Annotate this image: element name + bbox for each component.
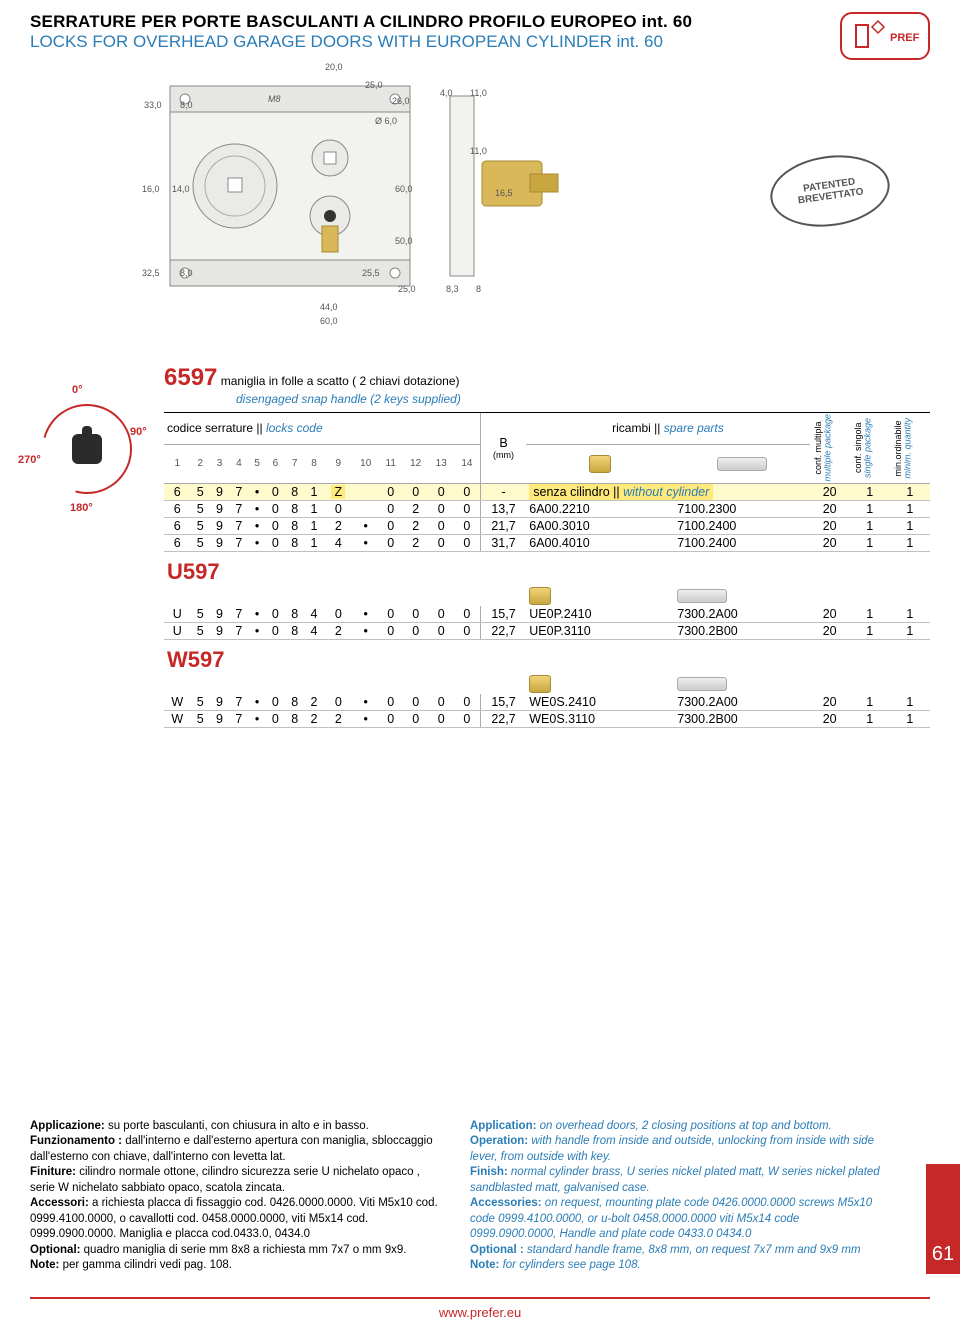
- patent-stamp: PATENTED BREVETTATO: [766, 148, 895, 234]
- technical-drawing: 20,0 25,0 33,0 8,0 M8 26,0 4,0 11,0 Ø 6,…: [150, 66, 890, 346]
- table-row: 6597•0814•020031,76A00.40107100.24002011: [164, 534, 930, 551]
- brand-logo: PREFER: [840, 12, 930, 60]
- description-english: Application: on overhead doors, 2 closin…: [470, 1119, 882, 1274]
- dim-label: 26,0: [392, 96, 410, 106]
- dim-label: 8,0: [180, 100, 193, 110]
- dim-label: 11,0: [470, 146, 487, 156]
- series-desc-it: maniglia in folle a scatto ( 2 chiavi do…: [221, 374, 460, 388]
- title-italian: SERRATURE PER PORTE BASCULANTI A CILINDR…: [30, 12, 840, 32]
- description-italian: Applicazione: su porte basculanti, con c…: [30, 1119, 442, 1274]
- section-w: W597: [167, 641, 927, 673]
- dim-label: 25,0: [398, 284, 416, 294]
- dim-label: 16,5: [495, 188, 513, 198]
- series-code: 6597: [164, 364, 217, 391]
- table-row: U597•0840•000015,7UE0P.24107300.2A002011: [164, 606, 930, 623]
- dim-label: 16,0: [142, 184, 160, 194]
- table-row: U597•0842•000022,7UE0P.31107300.2B002011: [164, 622, 930, 639]
- table-row: 6597•0812•020021,76A00.30107100.24002011: [164, 517, 930, 534]
- dim-label: 25,5: [362, 268, 380, 278]
- series-desc-en: disengaged snap handle (2 keys supplied): [236, 392, 930, 406]
- codes-table-zone: 6597 maniglia in folle a scatto ( 2 chia…: [164, 364, 930, 728]
- table-row: W597•0822•000022,7WE0S.31107300.2B002011: [164, 710, 930, 727]
- dim-label: 32,5: [142, 268, 160, 278]
- dim-label: 25,0: [365, 80, 383, 90]
- dim-label: 60,0: [395, 184, 413, 194]
- section-u: U597: [167, 553, 927, 585]
- svg-text:PREFER: PREFER: [890, 32, 920, 44]
- dim-label: Ø 6,0: [375, 116, 397, 126]
- dim-label: 60,0: [320, 316, 338, 326]
- dim-label: 50,0: [395, 236, 413, 246]
- table-row: 6597•0810020013,76A00.22107100.23002011: [164, 500, 930, 517]
- page-number: 61: [926, 1164, 960, 1274]
- dim-label: 20,0: [325, 62, 343, 72]
- dim-label: 8: [476, 284, 481, 294]
- dim-label: 44,0: [320, 302, 338, 312]
- table-row: W597•0820•000015,7WE0S.24107300.2A002011: [164, 694, 930, 711]
- table-row: 6597•081Z0000-senza cilindro || without …: [164, 483, 930, 500]
- footer-url: www.prefer.eu: [30, 1297, 930, 1320]
- dim-label: 11,0: [470, 88, 487, 98]
- description-block: Applicazione: su porte basculanti, con c…: [30, 1119, 930, 1274]
- dim-label: 33,0: [144, 100, 162, 110]
- rotation-diagram: 0° 90° 180° 270°: [30, 384, 150, 534]
- dim-label: 14,0: [172, 184, 190, 194]
- page-header: SERRATURE PER PORTE BASCULANTI A CILINDR…: [30, 12, 930, 60]
- dim-label: 8,0: [180, 268, 193, 278]
- title-english: LOCKS FOR OVERHEAD GARAGE DOORS WITH EUR…: [30, 32, 840, 52]
- codes-table: codice serrature || locks code B (mm) ri…: [164, 412, 930, 728]
- dim-label: 4,0: [440, 88, 453, 98]
- dim-label: 8,3: [446, 284, 459, 294]
- dim-label: M8: [268, 94, 281, 104]
